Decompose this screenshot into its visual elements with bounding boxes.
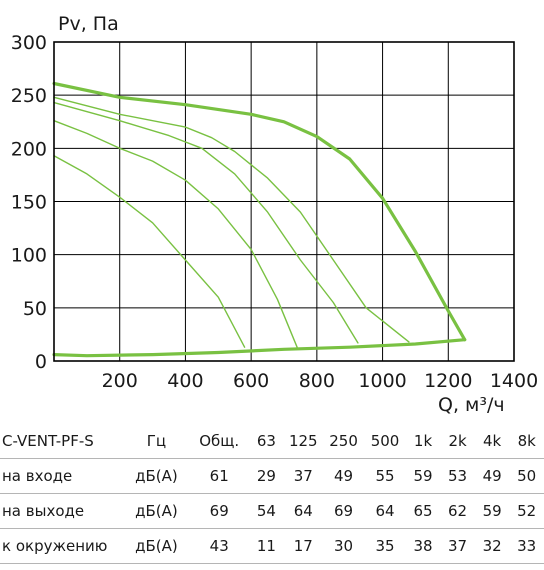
column-header: 125 bbox=[283, 424, 323, 459]
table-cell: 37 bbox=[283, 458, 323, 494]
column-header: 8k bbox=[509, 424, 544, 459]
unit-header: Гц bbox=[123, 424, 190, 459]
x-tick-label: 1200 bbox=[424, 370, 472, 392]
column-header: 1k bbox=[405, 424, 441, 459]
table-cell: 59 bbox=[405, 458, 441, 494]
curves bbox=[52, 81, 467, 358]
table-cell: 61 bbox=[189, 458, 250, 494]
x-tick-label: 600 bbox=[233, 370, 269, 392]
table-cell: 43 bbox=[189, 528, 250, 564]
curve-speed-step bbox=[53, 96, 410, 343]
table-cell: 30 bbox=[322, 528, 365, 564]
row-unit: дБ(А) bbox=[123, 458, 190, 494]
fan-performance-chart: 0 50 100 150 200 250 300 200 400 600 800 1000 1200 1… bbox=[11, 13, 539, 416]
table-cell: 49 bbox=[474, 458, 510, 494]
curve-system-curve bbox=[52, 338, 467, 358]
column-header: 63 bbox=[249, 424, 284, 459]
table-cell: 69 bbox=[189, 493, 250, 529]
column-header: 250 bbox=[322, 424, 365, 459]
x-axis-label: Q, м³/ч bbox=[438, 394, 505, 416]
y-tick-label: 300 bbox=[11, 32, 47, 54]
table-cell: 17 bbox=[283, 528, 323, 564]
plot-frame bbox=[53, 41, 515, 362]
y-tick-label: 150 bbox=[11, 192, 47, 214]
table-cell: 33 bbox=[509, 528, 544, 564]
y-tick-label: 50 bbox=[23, 298, 47, 320]
table-cell: 38 bbox=[405, 528, 441, 564]
table-row: к окружению дБ(А) 43 11 17 30 35 38 37 3… bbox=[0, 528, 544, 564]
y-tick-label: 200 bbox=[11, 138, 47, 160]
y-axis-label: Pv, Па bbox=[58, 13, 119, 35]
noise-level-table: C-VENT-PF-S Гц Общ. 63 125 250 500 1k 2k… bbox=[0, 424, 544, 564]
curve-speed-step bbox=[53, 155, 246, 348]
x-tick-label: 800 bbox=[299, 370, 335, 392]
table-cell: 65 bbox=[405, 493, 441, 529]
table-cell: 49 bbox=[322, 458, 365, 494]
y-tick-label: 100 bbox=[11, 245, 47, 267]
row-unit: дБ(А) bbox=[123, 528, 190, 564]
column-header: 500 bbox=[364, 424, 406, 459]
table-cell: 53 bbox=[440, 458, 475, 494]
table-cell: 37 bbox=[440, 528, 475, 564]
table-header-row: C-VENT-PF-S Гц Общ. 63 125 250 500 1k 2k… bbox=[0, 424, 544, 459]
table-cell: 35 bbox=[364, 528, 406, 564]
table-cell: 55 bbox=[364, 458, 406, 494]
column-header: 2k bbox=[440, 424, 475, 459]
table-cell: 11 bbox=[249, 528, 284, 564]
row-label: к окружению bbox=[0, 528, 124, 564]
table-row: на входе дБ(А) 61 29 37 49 55 59 53 49 5… bbox=[0, 458, 544, 494]
curve-speed-step bbox=[53, 120, 298, 348]
table-row: на выходе дБ(А) 69 54 64 69 64 65 62 59 … bbox=[0, 493, 544, 529]
y-tick-label: 250 bbox=[11, 85, 47, 107]
table-cell: 29 bbox=[249, 458, 284, 494]
x-tick-label: 400 bbox=[167, 370, 203, 392]
curve-speed-step bbox=[53, 101, 359, 344]
y-tick-labels: 0 50 100 150 200 250 300 bbox=[11, 32, 47, 373]
row-label: на входе bbox=[0, 458, 124, 494]
model-name: C-VENT-PF-S bbox=[0, 424, 124, 459]
table-cell: 64 bbox=[283, 493, 323, 529]
x-tick-label: 200 bbox=[102, 370, 138, 392]
curve-max-curve bbox=[52, 81, 467, 342]
row-unit: дБ(А) bbox=[123, 493, 190, 529]
table-cell: 54 bbox=[249, 493, 284, 529]
x-tick-label: 1000 bbox=[358, 370, 406, 392]
table-cell: 69 bbox=[322, 493, 365, 529]
row-label: на выходе bbox=[0, 493, 124, 529]
x-tick-labels: 200 400 600 800 1000 1200 1400 bbox=[102, 370, 539, 392]
y-tick-label: 0 bbox=[35, 351, 47, 373]
column-header: Общ. bbox=[189, 424, 250, 459]
table-cell: 59 bbox=[474, 493, 510, 529]
table-cell: 50 bbox=[509, 458, 544, 494]
table-cell: 62 bbox=[440, 493, 475, 529]
column-header: 4k bbox=[474, 424, 510, 459]
table-cell: 52 bbox=[509, 493, 544, 529]
x-tick-label: 1400 bbox=[490, 370, 538, 392]
table-cell: 32 bbox=[474, 528, 510, 564]
table-cell: 64 bbox=[364, 493, 406, 529]
